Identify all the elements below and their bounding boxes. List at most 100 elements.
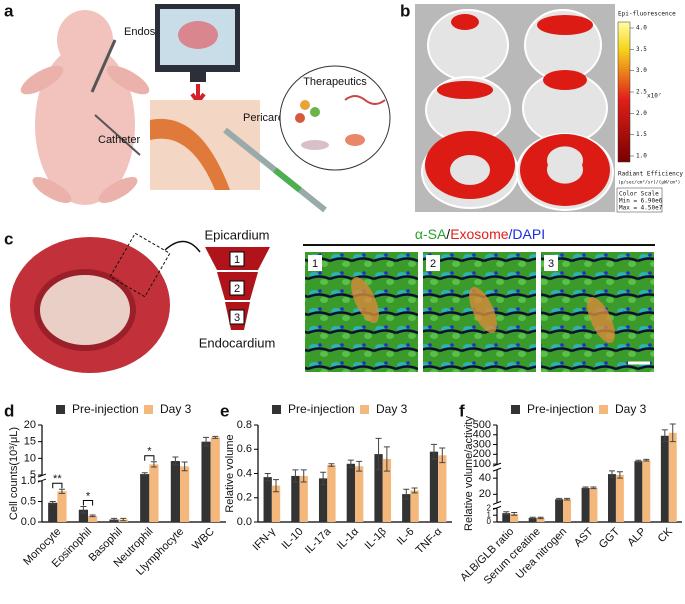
- layer-box: [229, 309, 245, 325]
- image-label-box: [544, 255, 558, 271]
- selection-box: [109, 232, 171, 298]
- error-bar: [141, 472, 148, 476]
- y-tick-label: 0.6: [237, 443, 252, 455]
- y-tick-label: 1.0: [21, 475, 36, 487]
- bar: [510, 513, 519, 522]
- signal: [451, 14, 479, 30]
- x-tick-label: WBC: [190, 526, 217, 553]
- y-tick-label: 0.5: [21, 495, 36, 507]
- icon: [345, 134, 365, 146]
- bar: [48, 502, 58, 522]
- label: Endocardium: [199, 335, 276, 350]
- bar: [210, 437, 220, 522]
- bar: [438, 455, 447, 522]
- error-bar: [616, 471, 623, 479]
- y-tick-label: 0.4: [237, 467, 252, 479]
- y-tick-label: 1: [487, 510, 492, 519]
- icon: [344, 95, 386, 105]
- y-tick-label: 300: [473, 438, 491, 450]
- image-label-box: [426, 255, 440, 271]
- stain: /: [446, 226, 450, 242]
- bar: [382, 458, 392, 522]
- y-tick-label: 0: [487, 517, 492, 526]
- y-tick-label: 500: [473, 419, 491, 431]
- bar: [271, 485, 281, 522]
- bar: [201, 441, 211, 522]
- legend-swatch: [360, 405, 369, 414]
- x-tick-label: IL-1β: [363, 526, 389, 552]
- signal: [425, 131, 515, 199]
- bar: [299, 475, 308, 522]
- panel-letter: b: [400, 1, 410, 20]
- panel-letter: e: [220, 401, 229, 420]
- error-bar: [300, 469, 307, 483]
- error-bar: [375, 437, 382, 471]
- x-tick-label: GGT: [597, 526, 623, 552]
- stain: /DAPI: [509, 226, 546, 242]
- bar: [429, 451, 439, 522]
- image-label-box: [308, 255, 322, 271]
- error-bar: [564, 497, 571, 501]
- x-tick-label: AST: [572, 526, 596, 550]
- icon: [310, 107, 320, 117]
- x-tick-label: IL-1α: [335, 525, 362, 552]
- bar: [528, 517, 537, 522]
- y-tick-label: 15: [24, 436, 36, 448]
- significance: **: [53, 473, 62, 485]
- bar: [660, 435, 669, 522]
- colorbar-tick-label: 1.5: [636, 131, 647, 138]
- bar: [327, 465, 336, 522]
- significance: *: [147, 446, 152, 458]
- bar: [642, 460, 651, 522]
- bar: [263, 477, 272, 522]
- error-bar: [529, 516, 536, 520]
- bar: [140, 474, 150, 522]
- image-label: 2: [430, 258, 436, 270]
- colorbar-title: Epi-fluorescence: [618, 11, 676, 18]
- error-bar: [608, 470, 615, 478]
- y-tick-label: 5: [30, 469, 36, 481]
- error-bar: [347, 459, 354, 468]
- heart-wall: [150, 118, 230, 190]
- bar: [149, 464, 159, 522]
- panel-a: a Endoscope Catheter Pericardial cavity …: [4, 1, 391, 213]
- heart-lumen: [34, 269, 136, 351]
- pig-leg: [32, 177, 72, 203]
- colorbar-tick-label: 3.0: [636, 67, 647, 74]
- y-tick-label: 10: [24, 452, 36, 464]
- legend-swatch: [272, 405, 281, 414]
- signal: [537, 15, 593, 35]
- y-tick-label: 40: [479, 472, 491, 484]
- error-bar: [537, 516, 544, 520]
- error-bar: [203, 436, 210, 447]
- bar: [668, 432, 677, 522]
- legend-label: Pre-injection: [288, 402, 355, 416]
- error-bar: [669, 423, 676, 443]
- pig-head: [57, 10, 113, 70]
- error-bar: [439, 447, 446, 464]
- bar: [536, 517, 545, 522]
- significance-bracket: [52, 482, 63, 489]
- legend-label: Day 3: [376, 402, 408, 416]
- error-bar: [503, 511, 510, 516]
- legend-label: Pre-injection: [527, 402, 594, 416]
- label: Therapeutics: [303, 76, 367, 88]
- error-bar: [120, 517, 127, 522]
- bar: [581, 487, 590, 522]
- error-bar: [292, 469, 299, 483]
- bar: [410, 490, 419, 522]
- error-bar: [328, 463, 335, 467]
- y-tick-label: 0.0: [237, 516, 252, 528]
- bar: [374, 454, 383, 522]
- error-bar: [58, 488, 65, 494]
- error-bar: [172, 456, 179, 466]
- bar: [555, 499, 564, 522]
- exosome-signal: [351, 276, 379, 324]
- error-bar: [590, 486, 597, 490]
- signal: [520, 134, 610, 206]
- error-bar: [320, 471, 327, 485]
- y-axis-label: Relative volume: [224, 434, 236, 512]
- y-tick-label: 0.0: [21, 516, 36, 528]
- bar: [88, 515, 98, 522]
- error-bar: [411, 487, 418, 494]
